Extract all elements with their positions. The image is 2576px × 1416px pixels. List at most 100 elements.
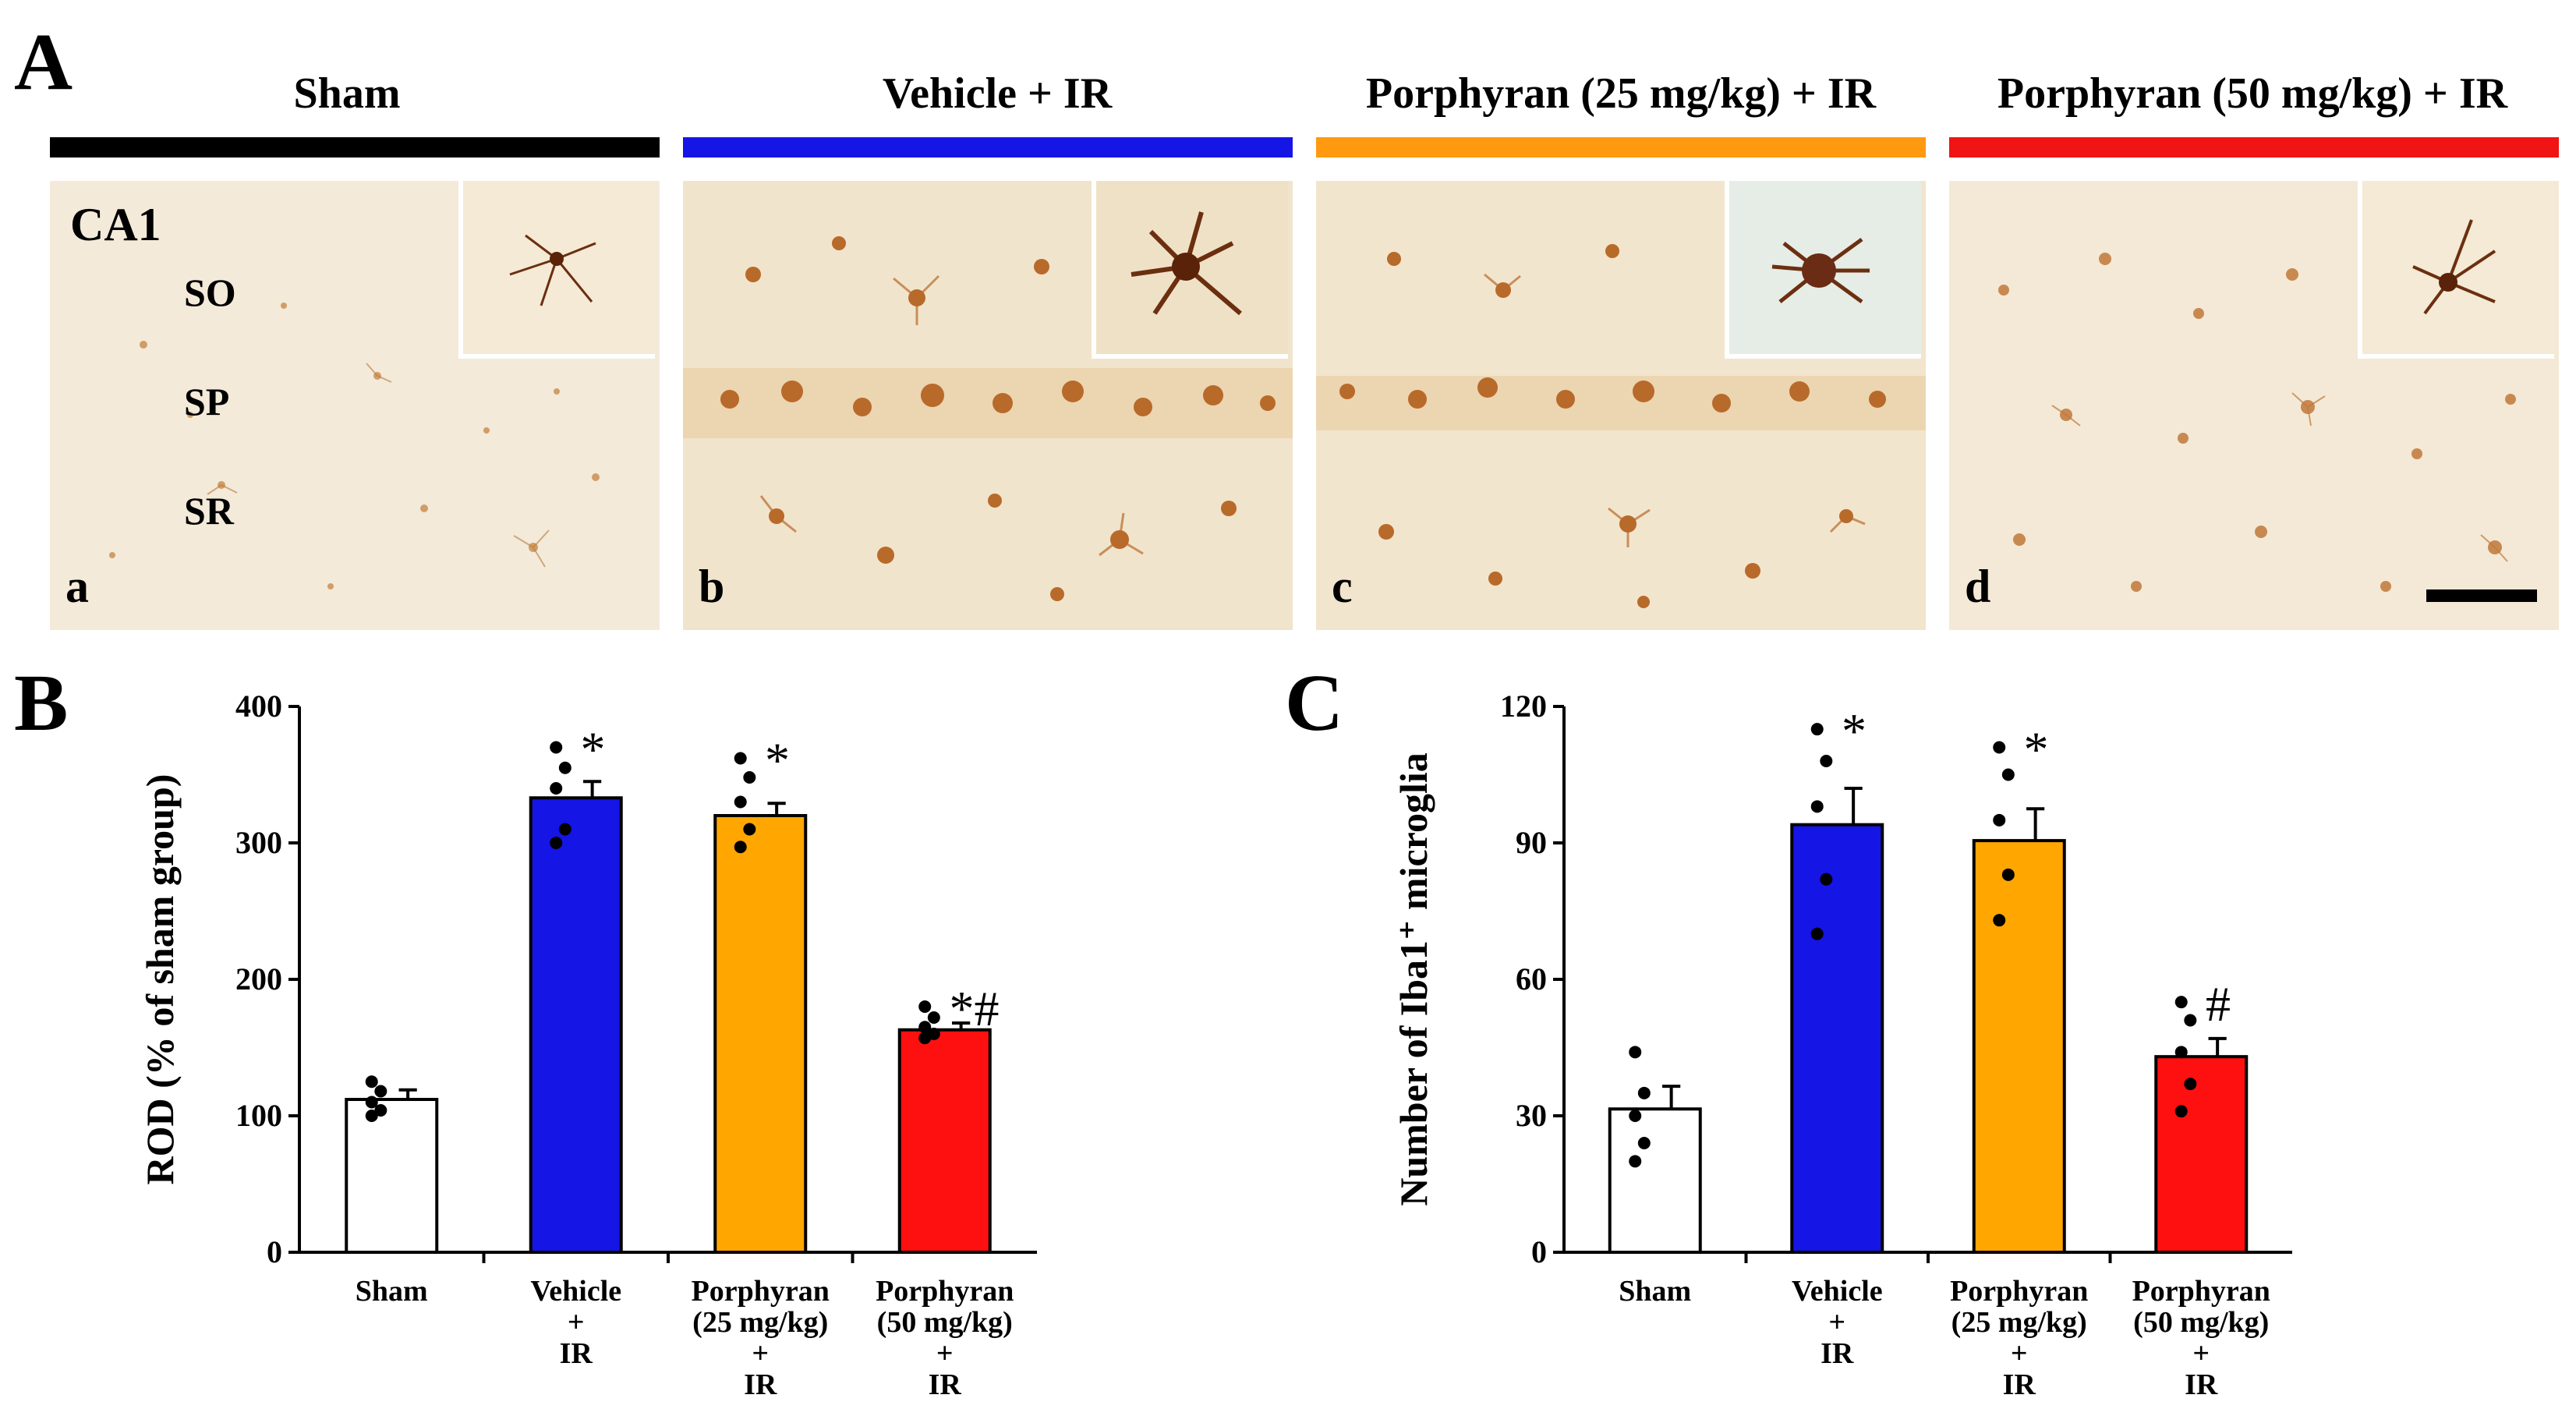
subpanel-label-a: a — [65, 561, 89, 612]
inset-sham — [458, 181, 655, 359]
subpanel-label-b: b — [699, 561, 725, 612]
y-tick-label: 300 — [235, 825, 282, 860]
inset-sham-image — [463, 181, 655, 354]
inset-porphyran-50-image — [2362, 181, 2554, 354]
chart-rod: 0 100 200 300 400 ROD (% of sham group) Sham * V… — [138, 689, 1037, 1401]
bar — [1972, 839, 2066, 1255]
category-label: + — [568, 1306, 585, 1339]
data-point — [918, 1032, 932, 1045]
group-header-vehicle: Vehicle + IR — [882, 69, 1113, 118]
category-label: + — [2192, 1337, 2210, 1370]
bar — [345, 1098, 439, 1254]
y-tick-label: 60 — [1516, 961, 1547, 997]
y-tick-label: 0 — [1531, 1234, 1547, 1269]
data-point — [374, 1104, 387, 1117]
data-point — [2174, 1105, 2188, 1118]
data-point — [743, 823, 756, 836]
group-header-sham: Sham — [293, 69, 401, 118]
group-bar-sham — [50, 137, 660, 158]
data-point — [1637, 1086, 1651, 1099]
category-label: Porphyran — [1950, 1275, 2088, 1308]
region-label-ca1: CA1 — [70, 199, 161, 250]
bar — [897, 1028, 992, 1254]
inset-porphyran-25-image — [1729, 181, 1921, 354]
data-point — [2001, 768, 2015, 781]
micrograph-porphyran-50: d — [1949, 181, 2559, 630]
inset-porphyran-25 — [1725, 181, 1921, 359]
y-tick-label: 90 — [1516, 825, 1547, 860]
micrograph-vehicle: b — [683, 181, 1293, 630]
bar — [713, 814, 808, 1254]
bar — [2154, 1055, 2249, 1255]
data-point — [1629, 1155, 1642, 1168]
panel-letter-c: C — [1285, 658, 1344, 748]
group-header-porphyran-50: Porphyran (50 mg/kg) + IR — [1997, 69, 2508, 118]
category-label: Porphyran — [2132, 1275, 2270, 1308]
data-point — [918, 1000, 932, 1013]
data-point — [1993, 914, 2006, 927]
data-point — [2184, 1014, 2197, 1027]
category-label: + — [2011, 1337, 2028, 1370]
category-label: Porphyran — [876, 1275, 1014, 1308]
bar — [529, 796, 623, 1254]
data-point — [2174, 996, 2188, 1009]
significance-annotation: * — [581, 722, 606, 777]
data-point — [374, 1085, 387, 1098]
significance-annotation: *# — [950, 981, 1000, 1036]
data-point — [918, 1021, 932, 1034]
data-point — [1637, 1137, 1651, 1149]
y-tick-label: 400 — [235, 689, 282, 724]
bar — [1608, 1107, 1702, 1254]
y-axis-label: Number of Iba1⁺ microglia — [1392, 752, 1435, 1205]
data-point — [365, 1075, 378, 1089]
group-bar-porphyran-50 — [1949, 137, 2559, 158]
category-label: Porphyran — [692, 1275, 830, 1308]
panel-letter-a: A — [14, 17, 73, 107]
category-label: (25 mg/kg) — [692, 1306, 828, 1339]
category-label: IR — [929, 1368, 962, 1401]
y-tick-label: 100 — [235, 1098, 282, 1133]
category-label: (50 mg/kg) — [2133, 1306, 2269, 1339]
data-point — [1810, 723, 1824, 736]
category-label: + — [936, 1337, 954, 1370]
y-tick-label: 200 — [235, 961, 282, 997]
category-label: Vehicle — [530, 1275, 621, 1308]
inset-vehicle-image — [1096, 181, 1288, 354]
group-bar-porphyran-25 — [1316, 137, 1926, 158]
bar — [1790, 823, 1884, 1254]
subpanel-label-d: d — [1965, 561, 1991, 612]
significance-annotation: # — [2206, 976, 2231, 1032]
y-tick-label: 120 — [1500, 689, 1547, 724]
y-tick-label: 0 — [267, 1234, 282, 1269]
data-point — [1810, 800, 1824, 813]
category-label: Sham — [1619, 1275, 1691, 1308]
data-point — [743, 771, 756, 784]
scale-bar — [2426, 589, 2537, 602]
category-label: Sham — [356, 1275, 428, 1308]
data-point — [734, 795, 747, 809]
inset-porphyran-50 — [2358, 181, 2554, 359]
data-point — [550, 741, 563, 754]
data-point — [927, 1011, 940, 1024]
category-label: IR — [1821, 1337, 1854, 1370]
data-point — [1629, 1046, 1642, 1059]
data-point — [2174, 1046, 2188, 1059]
category-label: IR — [744, 1368, 777, 1401]
category-label: IR — [2185, 1368, 2218, 1401]
significance-annotation: * — [2024, 722, 2049, 777]
y-tick-label: 30 — [1516, 1098, 1547, 1133]
data-point — [1820, 755, 1833, 767]
micrograph-sham: CA1 SO SP SR a — [50, 181, 660, 630]
category-label: Vehicle — [1792, 1275, 1883, 1308]
data-point — [550, 782, 563, 795]
category-label: IR — [2003, 1368, 2036, 1401]
data-point — [1993, 741, 2006, 754]
category-label: + — [752, 1337, 769, 1370]
data-point — [558, 761, 571, 774]
micrograph-porphyran-25: c — [1316, 181, 1926, 630]
data-point — [734, 752, 747, 765]
layer-label-so: SO — [184, 271, 236, 314]
chart-iba1-count: 0 30 60 90 120 Number of Iba1⁺ microglia Sham *… — [1392, 689, 2292, 1401]
group-bar-vehicle — [683, 137, 1293, 158]
data-point — [2001, 868, 2015, 881]
